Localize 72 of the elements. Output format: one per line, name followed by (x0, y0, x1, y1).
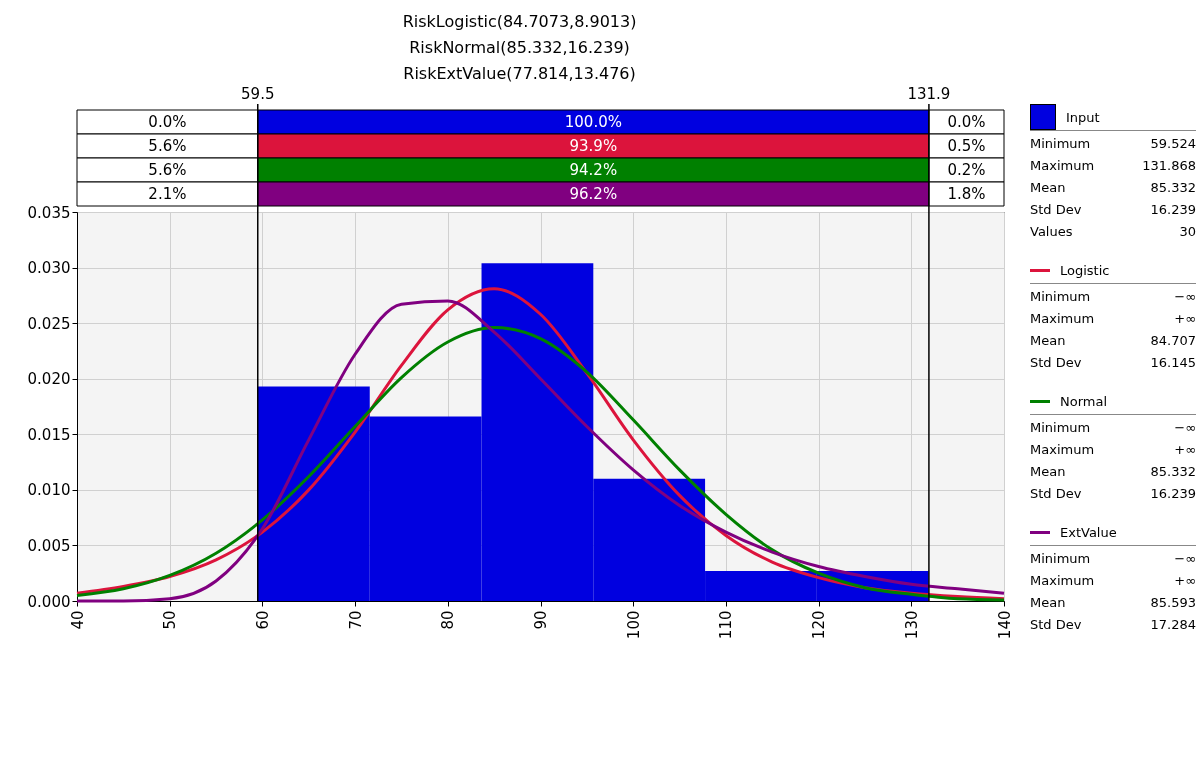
y-tick-label: 0.025 (27, 314, 71, 333)
legend-label: ExtValue (1060, 524, 1117, 540)
text: 94.2% (569, 161, 618, 179)
x-tick-label: 90 (532, 610, 550, 630)
text: 84.707 (1150, 332, 1196, 350)
text: +∞ (1174, 310, 1196, 328)
text: Std Dev (1030, 485, 1082, 503)
x-tick-label: 140 (995, 610, 1014, 640)
y-tick-label: 0.010 (27, 481, 71, 500)
x-tick-label: 120 (810, 610, 829, 640)
text: 0.0% (947, 113, 986, 131)
text: Minimum (1030, 419, 1091, 437)
text: 1.8% (947, 185, 986, 203)
x-tick-label: 110 (717, 610, 736, 640)
text: Std Dev (1030, 616, 1082, 634)
text: Std Dev (1030, 354, 1082, 372)
y-tick-label: 0.035 (27, 203, 71, 222)
text: Mean (1030, 594, 1066, 612)
text: 0.2% (947, 161, 986, 179)
text: 85.593 (1150, 594, 1196, 612)
text: 16.239 (1150, 201, 1196, 219)
text: 16.239 (1150, 485, 1196, 503)
text: 5.6% (148, 161, 187, 179)
text: 16.145 (1150, 354, 1196, 372)
text: 30 (1179, 223, 1196, 241)
text: 5.6% (148, 137, 187, 155)
text: −∞ (1174, 419, 1196, 437)
text: Minimum (1030, 288, 1091, 306)
x-tick-label: 70 (346, 610, 365, 630)
text: Maximum (1030, 441, 1095, 459)
text: Maximum (1030, 310, 1095, 328)
text: 17.284 (1150, 616, 1196, 634)
text: 59.524 (1150, 135, 1196, 153)
text: 0.5% (947, 137, 986, 155)
x-tick-label: 100 (624, 610, 643, 640)
text: Maximum (1030, 572, 1095, 590)
y-tick-label: 0.030 (27, 259, 71, 278)
text: +∞ (1174, 441, 1196, 459)
y-tick-label: 0.015 (27, 425, 71, 444)
x-tick-label: 60 (253, 610, 272, 630)
legend-label: Input (1066, 109, 1100, 125)
legend-label: Normal (1060, 393, 1108, 409)
text: Minimum (1030, 550, 1091, 568)
legend-label: Logistic (1060, 262, 1110, 278)
text: −∞ (1174, 550, 1196, 568)
text: 131.868 (1142, 157, 1196, 175)
text: Maximum (1030, 157, 1095, 175)
text: 85.332 (1150, 463, 1196, 481)
text: Values (1030, 223, 1073, 241)
chart-title: RiskLogistic(84.7073,8.9013) RiskNormal(85.332,16.239) RiskExtValue(77.814,13.476) (402, 12, 637, 83)
x-tick-label: 50 (161, 610, 180, 630)
text: Minimum (1030, 135, 1091, 153)
ref-line-label: 131.9 (907, 85, 951, 103)
ref-line-label: 59.5 (241, 85, 275, 103)
y-tick-label: 0.000 (27, 592, 71, 611)
text: 0.0% (148, 113, 187, 131)
text: Mean (1030, 179, 1066, 197)
text: +∞ (1174, 572, 1196, 590)
x-tick-label: 130 (902, 610, 921, 640)
text: Mean (1030, 332, 1066, 350)
text: 85.332 (1150, 179, 1196, 197)
text: 96.2% (569, 185, 618, 203)
text: −∞ (1174, 288, 1196, 306)
text: Mean (1030, 463, 1066, 481)
text: 93.9% (569, 137, 618, 155)
text: Std Dev (1030, 201, 1082, 219)
text: 100.0% (564, 113, 622, 131)
y-tick-label: 0.020 (27, 370, 71, 389)
x-tick-label: 40 (68, 610, 87, 630)
x-tick-label: 80 (439, 610, 458, 630)
text: 2.1% (148, 185, 187, 203)
y-tick-label: 0.005 (27, 536, 71, 555)
